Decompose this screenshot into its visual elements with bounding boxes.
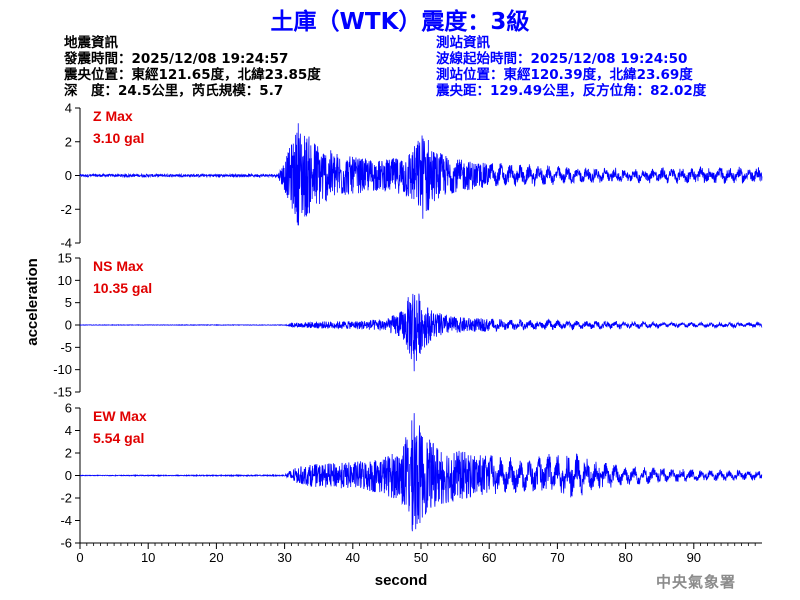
y-tick-label-1: 2 xyxy=(65,134,72,149)
panel-name-1: Z Max xyxy=(93,108,133,124)
y-tick-label-1: 0 xyxy=(65,168,72,183)
y-tick-label-2: 15 xyxy=(58,251,72,266)
panel-max-2: 10.35 gal xyxy=(93,280,152,296)
epicentral-distance: 震央距：129.49公里，反方位角：82.02度 xyxy=(436,83,707,99)
epicenter: 震央位置：東經121.65度，北緯23.85度 xyxy=(64,67,321,83)
y-tick-label-2: -15 xyxy=(53,385,72,400)
y-tick-label-2: -5 xyxy=(60,340,72,355)
y-tick-label-1: -2 xyxy=(60,202,72,217)
x-tick-label: 80 xyxy=(618,550,632,565)
waveform-1 xyxy=(79,123,763,226)
y-tick-label-2: 5 xyxy=(65,295,72,310)
x-tick-label: 0 xyxy=(76,550,83,565)
waveform-2 xyxy=(79,293,763,372)
panel-max-3: 5.54 gal xyxy=(93,430,144,446)
y-tick-label-1: -4 xyxy=(60,236,72,251)
y-tick-label-2: 10 xyxy=(58,273,72,288)
panel-max-1: 3.10 gal xyxy=(93,130,144,146)
y-tick-label-3: -2 xyxy=(60,491,72,506)
panel-name-2: NS Max xyxy=(93,258,144,274)
x-tick-label: 30 xyxy=(277,550,291,565)
station-info-heading: 測站資訊 xyxy=(436,35,490,51)
x-tick-label: 20 xyxy=(209,550,223,565)
y-tick-label-2: -10 xyxy=(53,362,72,377)
y-tick-label-2: 0 xyxy=(65,318,72,333)
x-tick-label: 70 xyxy=(550,550,564,565)
quake-info: 地震資訊 發震時間：2025/12/08 19:24:57 震央位置：東經121… xyxy=(64,35,321,99)
quake-info-heading: 地震資訊 xyxy=(64,35,118,51)
agency-name: 中央氣象署 xyxy=(656,573,737,591)
y-axis-label: acceleration xyxy=(24,258,41,346)
x-tick-label: 90 xyxy=(687,550,701,565)
y-tick-label-3: 6 xyxy=(65,401,72,416)
x-axis-label: second xyxy=(375,572,428,589)
start-time: 波線起始時間：2025/12/08 19:24:50 xyxy=(436,51,688,67)
x-tick-label: 50 xyxy=(414,550,428,565)
page-title: 土庫（WTK）震度：3級 xyxy=(270,9,530,35)
y-tick-label-3: 2 xyxy=(65,446,72,461)
station-info: 測站資訊 波線起始時間：2025/12/08 19:24:50 測站位置：東經1… xyxy=(436,35,706,99)
origin-time: 發震時間：2025/12/08 19:24:57 xyxy=(64,51,289,67)
y-tick-label-3: 0 xyxy=(65,468,72,483)
x-tick-label: 40 xyxy=(346,550,360,565)
x-tick-label: 10 xyxy=(141,550,155,565)
depth-magnitude: 深 度：24.5公里，芮氏規模：5.7 xyxy=(64,83,284,99)
y-tick-label-1: 4 xyxy=(65,101,72,116)
station-location: 測站位置：東經120.39度，北緯23.69度 xyxy=(436,67,693,83)
waveform-3 xyxy=(79,413,763,532)
x-tick-label: 60 xyxy=(482,550,496,565)
y-tick-label-3: -4 xyxy=(60,513,72,528)
y-tick-label-3: 4 xyxy=(65,423,72,438)
y-tick-label-3: -6 xyxy=(60,536,72,551)
panel-name-3: EW Max xyxy=(93,408,147,424)
